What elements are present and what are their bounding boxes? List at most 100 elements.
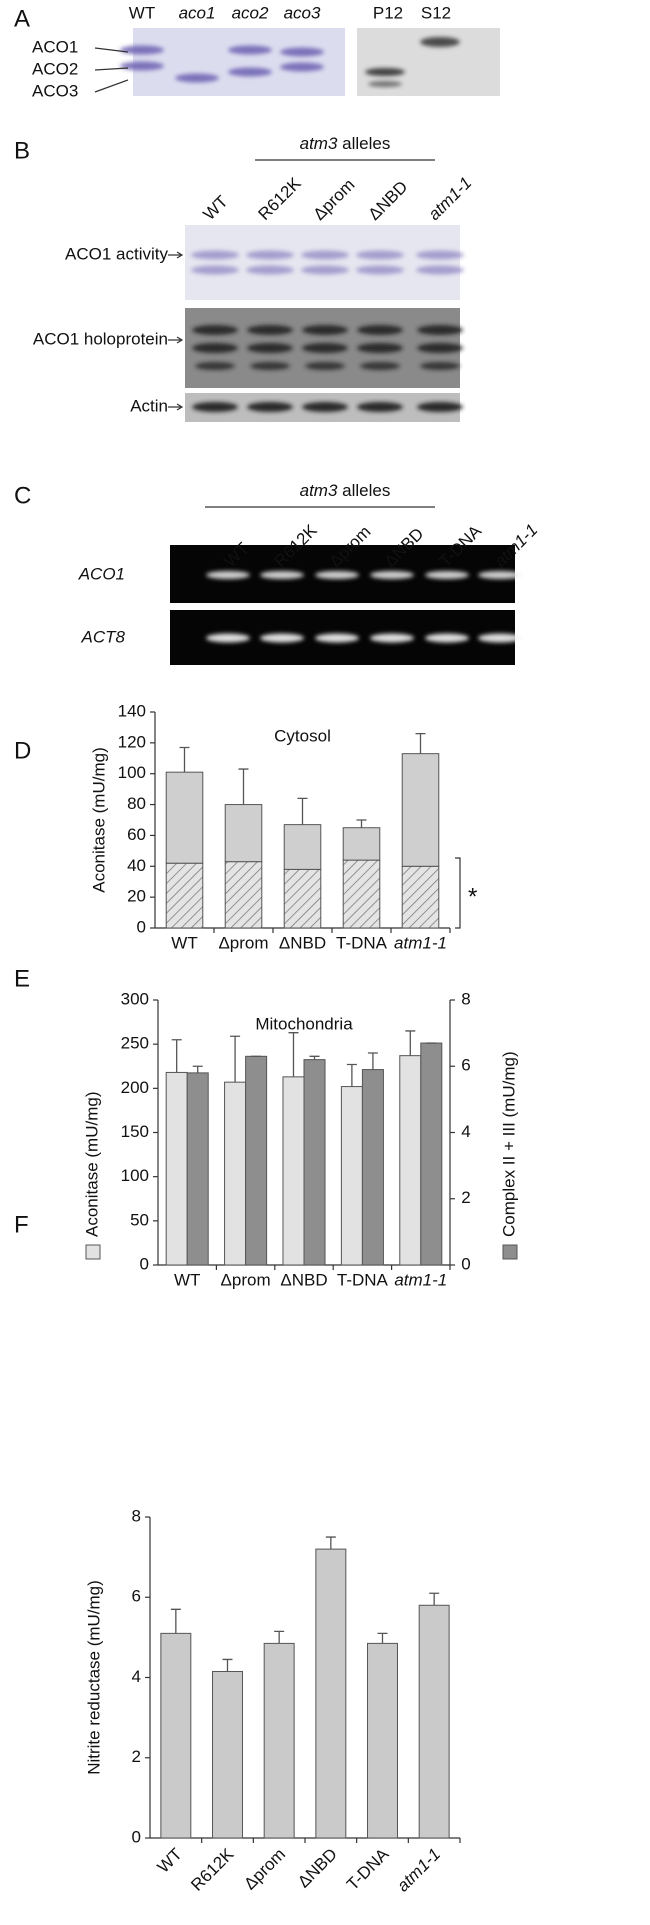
bar — [245, 1055, 268, 1266]
y-tick-label: 100 — [118, 763, 146, 782]
bar — [224, 1081, 247, 1266]
y-tick-label: 200 — [121, 1078, 149, 1097]
y-tick-label: 50 — [130, 1210, 149, 1229]
y-tick-label: 300 — [121, 989, 149, 1008]
annotation: * — [468, 883, 477, 910]
x-tick-label: T-DNA — [336, 933, 388, 952]
gel-band — [417, 402, 463, 412]
gel-band — [228, 67, 272, 77]
band-label: ACO2 — [32, 59, 78, 78]
y2-tick-label: 8 — [461, 989, 470, 1008]
x-tick-label: atm1-1 — [394, 1270, 447, 1289]
gel-band — [192, 325, 238, 335]
bar — [165, 1071, 188, 1266]
bar-segment — [401, 753, 440, 867]
legend-label: Complex II + III (mU/mg) — [499, 1051, 518, 1237]
gel-band — [365, 68, 405, 76]
gel-band — [417, 343, 463, 353]
legend-label: Aconitase (mU/mg) — [82, 1092, 101, 1237]
gel-band — [206, 633, 250, 643]
y-tick-label: 0 — [140, 1254, 149, 1273]
gel-band — [280, 47, 324, 57]
bar — [263, 1642, 295, 1839]
bar-segment — [165, 862, 204, 929]
bar-segment — [342, 859, 381, 929]
gel-band — [368, 81, 402, 87]
bar — [399, 1055, 422, 1266]
group-label: atm3 alleles — [300, 134, 391, 153]
lane-label: Δprom — [310, 175, 359, 224]
row-label: Actin — [130, 396, 168, 415]
y-tick-label: 20 — [127, 887, 146, 906]
error-bar — [288, 1032, 299, 1077]
error-bar — [238, 768, 249, 805]
legend-swatch — [85, 1244, 101, 1260]
lane-label: WT — [129, 3, 155, 22]
bar — [212, 1670, 243, 1839]
gel-band — [315, 633, 359, 643]
panel-label: C — [14, 482, 31, 509]
group-word: alleles — [342, 481, 390, 500]
bar-segment — [342, 827, 381, 861]
y-tick-label: 40 — [127, 856, 146, 875]
gel-band — [420, 362, 460, 370]
arrow — [94, 79, 129, 93]
bar — [315, 1548, 347, 1839]
group-word: alleles — [342, 134, 390, 153]
gel-band — [247, 325, 293, 335]
y-tick-label: 6 — [132, 1587, 141, 1606]
gel-band — [478, 633, 522, 643]
gel-band — [360, 362, 400, 370]
y-tick-label: 2 — [132, 1747, 141, 1766]
gel — [133, 28, 345, 96]
bar-segment — [224, 804, 263, 863]
arrow — [94, 67, 129, 71]
gel-band — [246, 250, 294, 260]
gel-band — [370, 633, 414, 643]
gel-band — [250, 362, 290, 370]
x-tick-label: Δprom — [240, 1845, 289, 1894]
gel-band — [416, 250, 464, 260]
gel-band — [260, 633, 304, 643]
row-label: ACO1 holoprotein — [33, 329, 168, 348]
bar-segment — [283, 868, 322, 929]
gel-band — [305, 362, 345, 370]
error-bar — [309, 1055, 320, 1060]
error-bar — [297, 797, 308, 825]
y-tick-label: 250 — [121, 1034, 149, 1053]
row-label: ACO1 activity — [65, 244, 168, 263]
band-label: ACO1 — [32, 37, 78, 56]
x-tick-label: Δprom — [218, 933, 268, 952]
gel-band — [260, 571, 304, 579]
error-bar — [415, 732, 426, 754]
gel-band — [247, 343, 293, 353]
gel-band — [416, 265, 464, 275]
bar — [186, 1072, 209, 1266]
gel-band — [357, 343, 403, 353]
chart-title: Mitochondria — [255, 1014, 353, 1033]
error-bar — [367, 1052, 378, 1070]
y-tick-label: 80 — [127, 794, 146, 813]
panel-label: F — [14, 1211, 29, 1238]
group-gene: atm3 — [300, 481, 338, 500]
gel-band — [370, 571, 414, 579]
x-tick-label: ΔNBD — [279, 933, 326, 952]
gel-band — [302, 325, 348, 335]
y-tick-label: 120 — [118, 732, 146, 751]
bar — [282, 1076, 305, 1266]
y-axis-label: Aconitase (mU/mg) — [89, 747, 108, 892]
gel-band — [425, 633, 469, 643]
panel-label: E — [14, 965, 30, 992]
gel-images — [120, 28, 522, 665]
lane-label: aco3 — [284, 3, 321, 22]
bar-segment — [224, 861, 263, 929]
gel-band — [191, 250, 239, 260]
bar — [303, 1059, 326, 1266]
gel — [185, 225, 460, 300]
gel-band — [356, 265, 404, 275]
gel-band — [417, 325, 463, 335]
x-tick-label: WT — [174, 1270, 200, 1289]
gel-band — [315, 571, 359, 579]
gel-band — [420, 37, 460, 47]
